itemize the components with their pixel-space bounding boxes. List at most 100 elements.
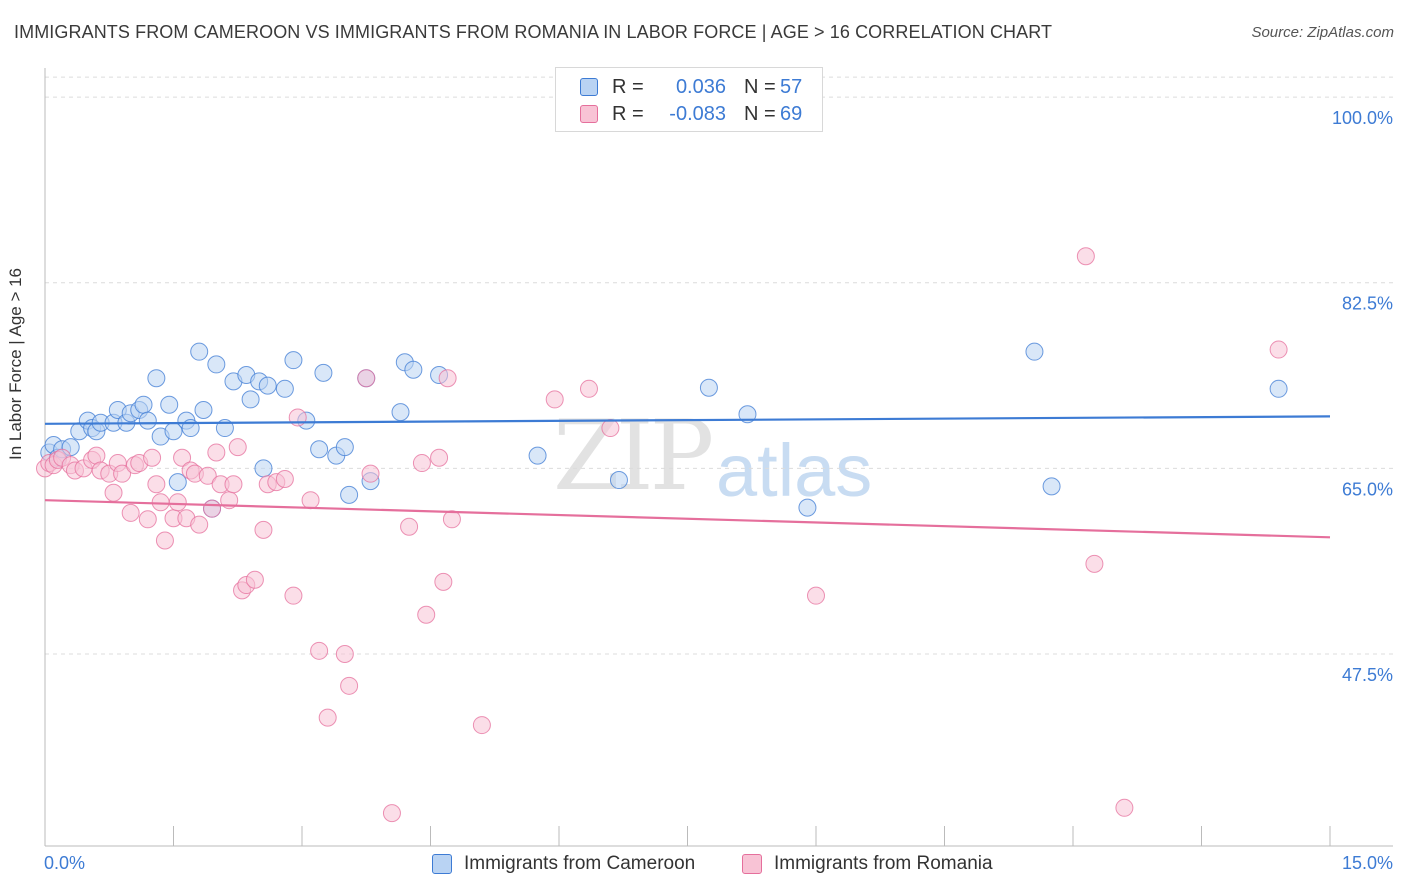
cameroon-point [258, 376, 277, 395]
cameroon-point [528, 446, 547, 465]
romania-point [807, 586, 825, 605]
cameroon-point [738, 405, 757, 424]
cameroon-swatch [432, 854, 452, 874]
romania-point [301, 491, 320, 510]
romania-point [310, 641, 329, 660]
romania-point [143, 448, 162, 467]
romania-swatch [742, 854, 762, 874]
romania-point [438, 369, 457, 388]
cameroon-point [241, 390, 260, 409]
legend-n-value: 69 [780, 102, 803, 125]
source-label: Source: ZipAtlas.com [1251, 24, 1394, 41]
legend-n-value: 57 [780, 75, 803, 98]
cameroon-point [699, 378, 718, 397]
y-tick-label: 100.0% [1332, 108, 1393, 128]
cameroon-point [404, 360, 423, 379]
chart-title: IMMIGRANTS FROM CAMEROON VS IMMIGRANTS F… [14, 22, 1053, 42]
y-tick-label: 65.0% [1342, 479, 1393, 499]
romania-point [1076, 247, 1095, 266]
bottom-legend-cameroon: Immigrants from Cameroon [432, 851, 695, 877]
x-tick-label: 0.0% [44, 853, 85, 873]
romania-point [400, 517, 419, 536]
romania-point [113, 464, 132, 483]
romania-point [1085, 554, 1104, 573]
legend-n-label: N = [744, 75, 776, 98]
romania-point [190, 515, 209, 534]
romania-legend-label: Immigrants from Romania [774, 853, 993, 874]
cameroon-swatch [580, 78, 598, 96]
cameroon-point [138, 411, 157, 430]
y-tick-label: 82.5% [1342, 294, 1393, 314]
legend-n-label: N = [744, 102, 776, 125]
romania-point [335, 645, 354, 663]
cameroon-point [160, 395, 179, 414]
bottom-legend-romania: Immigrants from Romania [742, 851, 993, 877]
cameroon-point [335, 438, 354, 457]
romania-point [155, 531, 174, 550]
romania-point [138, 510, 157, 529]
romania-swatch [580, 105, 598, 123]
cameroon-point [310, 440, 329, 459]
romania-point [121, 503, 140, 522]
watermark-zip: ZIP [553, 400, 714, 512]
romania-point [382, 804, 401, 823]
cameroon-point [1269, 379, 1288, 398]
cameroon-point [340, 485, 359, 504]
cameroon-point [207, 355, 226, 374]
romania-point [545, 390, 564, 409]
romania-point [275, 469, 294, 488]
stats-legend: R = 0.036 N = 57 R = -0.083 N = 69 [555, 67, 823, 132]
romania-point [198, 466, 217, 485]
romania-point [430, 448, 449, 467]
romania-point [1269, 340, 1288, 359]
romania-point [173, 448, 192, 467]
y-tick-label: 47.5% [1342, 665, 1393, 685]
romania-point [284, 586, 303, 605]
romania-point [224, 475, 243, 494]
romania-trend-line [44, 499, 1331, 539]
cameroon-point [798, 498, 817, 517]
legend-r-value: 0.036 [675, 75, 726, 98]
romania-point [434, 572, 453, 591]
cameroon-point [314, 363, 333, 382]
romania-point [1115, 798, 1134, 817]
romania-point [361, 464, 380, 483]
romania-point [254, 520, 273, 539]
legend-r-value: -0.083 [669, 102, 726, 125]
cameroon-point [391, 403, 410, 422]
romania-point [579, 379, 598, 398]
legend-r-label: R = [612, 102, 644, 125]
cameroon-point [1025, 342, 1044, 361]
romania-point [168, 493, 187, 512]
cameroon-point [190, 342, 209, 361]
romania-point [318, 708, 337, 727]
romania-point [203, 499, 222, 518]
cameroon-point [147, 369, 166, 388]
romania-point [442, 510, 461, 529]
legend-row-romania: R = -0.083 N = 69 [556, 100, 802, 128]
cameroon-point [284, 351, 303, 370]
romania-point [104, 483, 123, 502]
x-tick-label: 15.0% [1342, 853, 1393, 873]
romania-point [245, 570, 264, 589]
romania-point [357, 369, 376, 388]
romania-point [207, 443, 226, 462]
romania-point [340, 676, 359, 695]
cameroon-point [168, 473, 187, 492]
romania-point [417, 605, 436, 624]
cameroon-point [275, 379, 294, 398]
cameroon-point [254, 459, 273, 478]
romania-point [147, 475, 166, 494]
romania-point [472, 716, 491, 735]
cameroon-point [1042, 477, 1061, 496]
romania-point [87, 446, 106, 465]
cameroon-point [194, 401, 213, 420]
watermark-atlas: atlas [716, 429, 873, 512]
legend-r-label: R = [612, 75, 644, 98]
legend-row-cameroon: R = 0.036 N = 57 [556, 73, 802, 101]
romania-point [601, 419, 620, 438]
cameroon-legend-label: Immigrants from Cameroon [464, 853, 696, 874]
cameroon-point [609, 471, 628, 490]
romania-point [228, 438, 247, 457]
